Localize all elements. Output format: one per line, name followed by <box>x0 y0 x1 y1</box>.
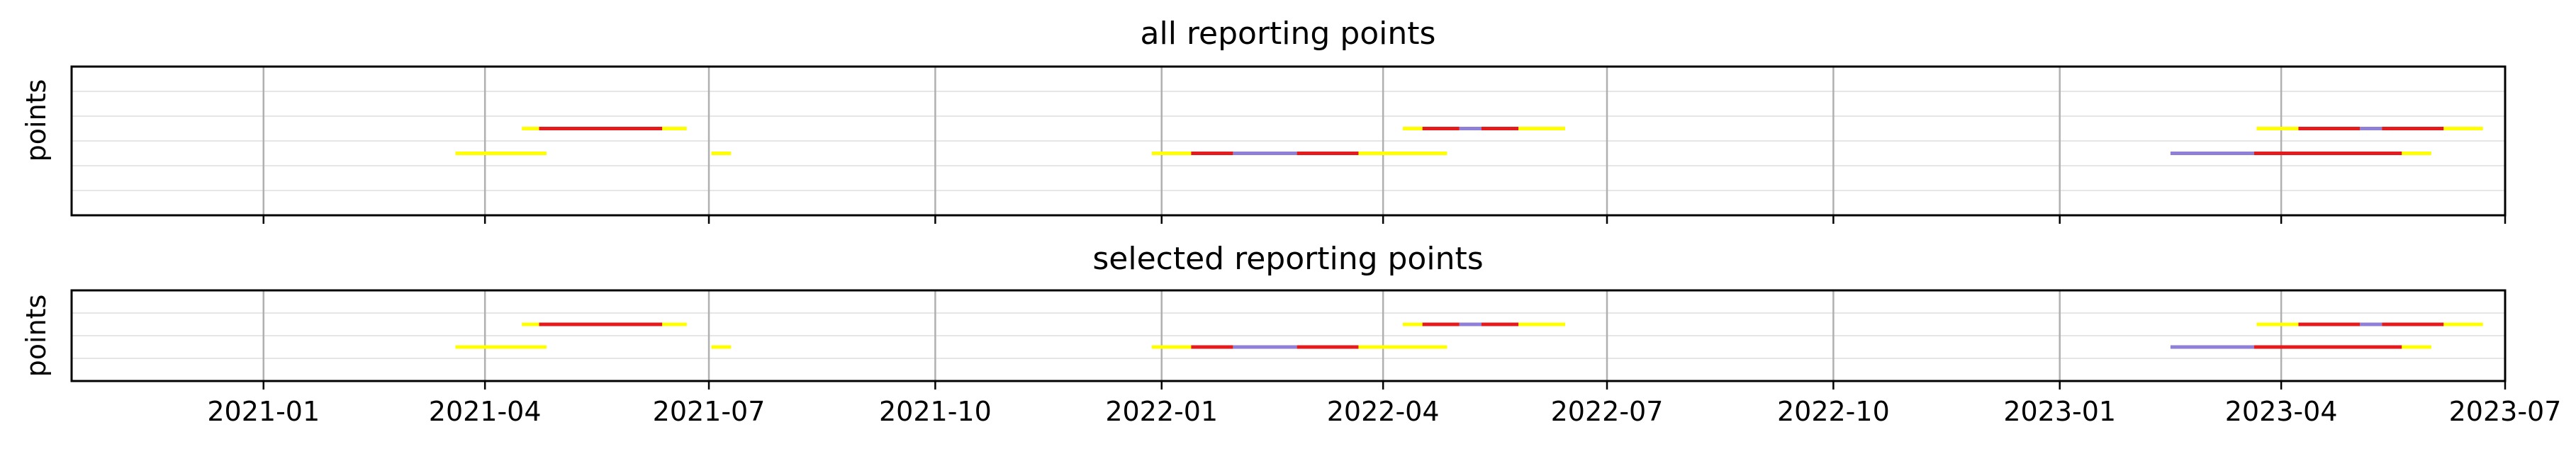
x-tick-label: 2022-10 <box>1777 396 1890 427</box>
x-tick-label: 2021-10 <box>879 396 992 427</box>
plot-frame <box>70 289 2507 382</box>
segment-marks <box>455 127 2483 155</box>
x-tick-label: 2021-01 <box>207 396 320 427</box>
panel-title: selected reporting points <box>1092 241 1483 277</box>
x-tick-label: 2023-01 <box>2003 396 2116 427</box>
segment-marks <box>455 322 2483 349</box>
x-tick-label: 2022-01 <box>1105 396 1218 427</box>
panel-selected-reporting-points: selected reporting points points 2021-01… <box>21 241 2561 427</box>
x-tick-label: 2022-04 <box>1327 396 1440 427</box>
x-tick-label: 2022-07 <box>1551 396 1664 427</box>
grid-lines <box>72 66 2507 215</box>
x-tick-label: 2023-07 <box>2449 396 2562 427</box>
panel-title: all reporting points <box>1141 16 1436 52</box>
x-axis-ticks: 2021-01 2021-04 2021-07 2021-10 2022-01 2022-… <box>207 381 2561 427</box>
y-axis-label: points <box>21 79 52 162</box>
x-tick-label: 2023-04 <box>2225 396 2338 427</box>
x-tick-label: 2021-04 <box>429 396 542 427</box>
plot-frame <box>70 65 2507 217</box>
x-axis-ticks <box>262 215 2507 224</box>
panel-all-reporting-points: all reporting points points <box>21 16 2507 224</box>
y-axis-label: points <box>21 295 52 377</box>
x-tick-label: 2021-07 <box>653 396 766 427</box>
